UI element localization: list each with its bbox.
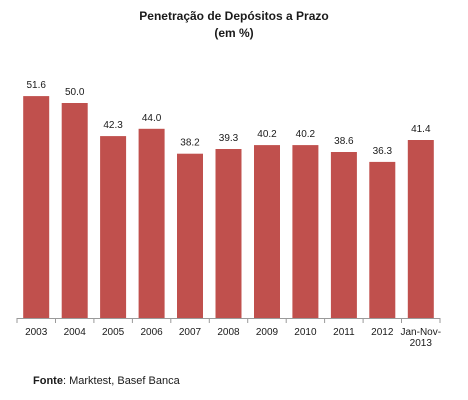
value-label-2011: 38.6 [334,136,354,147]
tick-label-jan-nov-2013: Jan-Nov-2013 [401,327,442,349]
bar-2004 [61,103,88,318]
tick-label-2009: 2009 [256,327,279,338]
tick-label-2005: 2005 [102,327,125,338]
source-text: : Marktest, Basef Banca [62,375,180,387]
chart-title-line-1: Penetração de Depósitos a Prazo [139,9,328,23]
tick-label-2012: 2012 [371,327,394,338]
bar-2005 [100,136,127,318]
chart-title: Penetração de Depósitos a Prazo (em %) [139,9,328,40]
bar-2008 [215,149,242,318]
bar-2009 [254,145,280,318]
tick-label-2006: 2006 [140,327,163,338]
bar-2007 [177,153,203,318]
value-label-2004: 50.0 [65,87,85,98]
bars [23,96,434,318]
source-note: Fonte: Marktest, Basef Banca [33,375,180,387]
value-label-jan-nov-2013: 41.4 [411,124,431,135]
value-label-2006: 44.0 [142,113,162,124]
tick-label-2007: 2007 [179,327,202,338]
value-label-2012: 36.3 [373,146,393,157]
bar-2006 [138,128,165,318]
value-label-2005: 42.3 [103,120,123,131]
bar-2003 [23,96,50,318]
tick-label-2010: 2010 [294,327,317,338]
tick-label-2003: 2003 [25,327,48,338]
value-label-2010: 40.2 [296,129,316,140]
source-label: Fonte [33,375,63,387]
bar-2011 [330,152,357,318]
tick-label-2011: 2011 [333,327,355,338]
bar-2012 [369,161,396,318]
chart-title-line-2: (em %) [214,26,253,40]
tick-label-2008: 2008 [217,327,240,338]
value-label-2007: 38.2 [180,138,200,149]
value-label-2003: 51.6 [26,80,46,91]
x-axis-ticks [16,318,441,323]
data-labels: 51.6 50.0 42.3 44.0 38.2 39.3 40.2 40.2 38.6 36.3… [26,80,431,157]
x-axis-tick-labels: 2003 2004 2005 2006 2007 2008 2009 2010 2011 2012… [25,327,441,349]
bar-jan-nov-2013 [407,140,434,318]
value-label-2008: 39.3 [219,133,239,144]
value-label-2009: 40.2 [257,129,277,140]
tick-label-2004: 2004 [64,327,87,338]
bar-2010 [292,145,319,318]
